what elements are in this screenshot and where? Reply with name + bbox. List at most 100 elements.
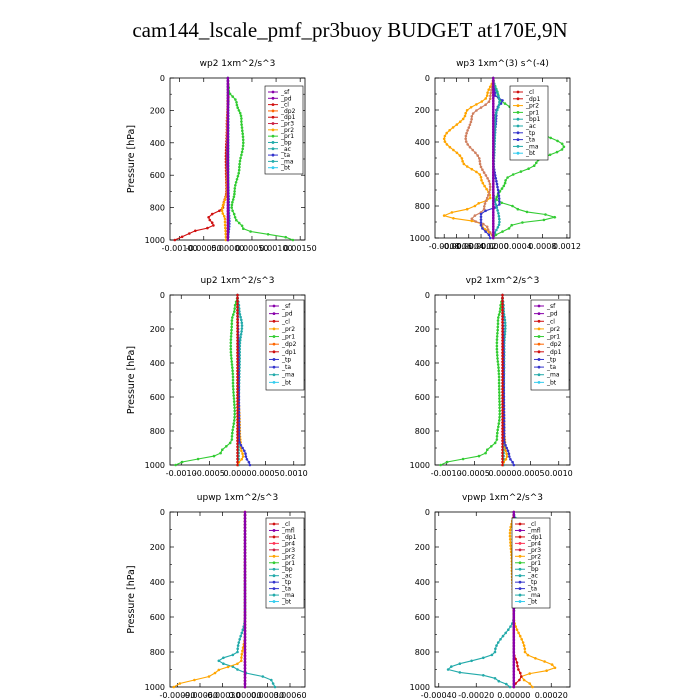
data-point bbox=[492, 213, 495, 217]
data-point bbox=[231, 428, 234, 432]
data-point bbox=[496, 641, 500, 644]
data-point bbox=[243, 632, 247, 636]
data-point bbox=[243, 629, 247, 633]
data-point bbox=[243, 529, 247, 533]
data-point bbox=[528, 682, 531, 685]
data-point bbox=[492, 96, 495, 100]
data-point bbox=[479, 223, 483, 227]
data-point bbox=[519, 671, 522, 675]
data-point bbox=[492, 208, 495, 211]
legend-label: _pr2 bbox=[281, 326, 295, 333]
legend-marker bbox=[272, 561, 276, 565]
legend-label: _cl bbox=[281, 318, 290, 325]
data-point bbox=[226, 186, 230, 190]
legend-marker bbox=[271, 159, 275, 163]
data-point bbox=[509, 525, 512, 529]
legend-label: _dp2 bbox=[281, 341, 297, 348]
data-point bbox=[510, 223, 513, 227]
data-point bbox=[224, 226, 227, 230]
data-point bbox=[236, 321, 239, 324]
data-point bbox=[479, 221, 483, 224]
data-point bbox=[489, 91, 493, 95]
data-point bbox=[232, 212, 236, 216]
data-point bbox=[492, 142, 495, 145]
data-point bbox=[236, 333, 239, 336]
data-point bbox=[236, 439, 239, 443]
legend-label: _dp1 bbox=[527, 534, 543, 541]
data-point bbox=[443, 134, 447, 138]
legend-marker bbox=[272, 522, 276, 526]
legend-marker bbox=[271, 109, 275, 113]
data-point bbox=[492, 211, 495, 214]
data-point bbox=[236, 433, 239, 436]
data-point bbox=[496, 108, 499, 112]
data-point bbox=[503, 330, 507, 333]
data-point bbox=[517, 668, 520, 671]
data-point bbox=[470, 219, 474, 223]
data-point bbox=[492, 122, 495, 125]
data-point bbox=[488, 236, 492, 240]
data-point bbox=[484, 199, 488, 203]
data-point bbox=[501, 321, 504, 324]
data-point bbox=[226, 166, 230, 169]
chart-panel-4: vp2 1xm^2/s^3 0 200 400 600 800 1000-0.0010-0.… bbox=[410, 276, 573, 478]
data-point bbox=[519, 170, 523, 173]
data-point bbox=[458, 154, 462, 157]
data-point bbox=[492, 165, 495, 168]
chart-panel-1: wp2 1xm^2/s^3 Pressure [hPa] 0 200 400 600 800… bbox=[126, 59, 317, 253]
data-point bbox=[243, 660, 247, 664]
data-point bbox=[501, 333, 504, 336]
data-point bbox=[239, 443, 243, 447]
legend-marker bbox=[518, 554, 522, 558]
series-line-pr2 bbox=[173, 512, 246, 688]
data-point bbox=[525, 210, 529, 214]
data-point bbox=[236, 348, 239, 351]
data-point bbox=[222, 656, 225, 660]
data-point bbox=[560, 142, 564, 146]
data-point bbox=[497, 316, 500, 319]
data-point bbox=[469, 106, 473, 109]
data-point bbox=[501, 454, 504, 458]
data-point bbox=[497, 103, 501, 106]
data-point bbox=[487, 233, 491, 237]
data-point bbox=[233, 307, 236, 310]
data-point bbox=[468, 123, 472, 127]
data-point bbox=[243, 598, 247, 601]
data-point bbox=[495, 88, 498, 92]
data-point bbox=[501, 305, 504, 309]
data-point bbox=[243, 520, 247, 523]
data-point bbox=[511, 173, 515, 176]
data-point bbox=[245, 458, 249, 461]
data-point bbox=[236, 415, 239, 418]
data-point bbox=[501, 357, 504, 361]
data-point bbox=[498, 412, 502, 416]
data-point bbox=[241, 452, 244, 456]
data-point bbox=[243, 449, 246, 453]
data-point bbox=[501, 315, 504, 318]
data-point bbox=[504, 458, 508, 461]
data-point bbox=[241, 446, 244, 450]
data-point bbox=[266, 233, 270, 236]
data-point bbox=[501, 318, 504, 321]
data-point bbox=[243, 526, 247, 529]
data-point bbox=[497, 372, 501, 376]
data-point bbox=[501, 400, 504, 403]
data-point bbox=[532, 164, 536, 167]
legend: _sf_pd_cl_dp2_dp1_pr3_pr2_pr1_bp_ac_ta_m… bbox=[264, 85, 304, 175]
legend-label: _bt bbox=[281, 379, 292, 386]
legend-marker bbox=[271, 115, 275, 119]
data-point bbox=[492, 231, 495, 234]
data-point bbox=[506, 176, 509, 179]
data-point bbox=[501, 293, 504, 297]
data-point bbox=[226, 224, 230, 227]
data-point bbox=[226, 76, 230, 80]
data-point bbox=[501, 339, 504, 342]
y-tick-label: 800 bbox=[415, 202, 430, 211]
data-point bbox=[221, 212, 225, 215]
data-point bbox=[240, 327, 244, 330]
data-point bbox=[495, 198, 498, 201]
data-point bbox=[501, 427, 504, 430]
data-point bbox=[243, 651, 247, 654]
data-point bbox=[231, 200, 234, 204]
legend-marker bbox=[271, 103, 275, 107]
